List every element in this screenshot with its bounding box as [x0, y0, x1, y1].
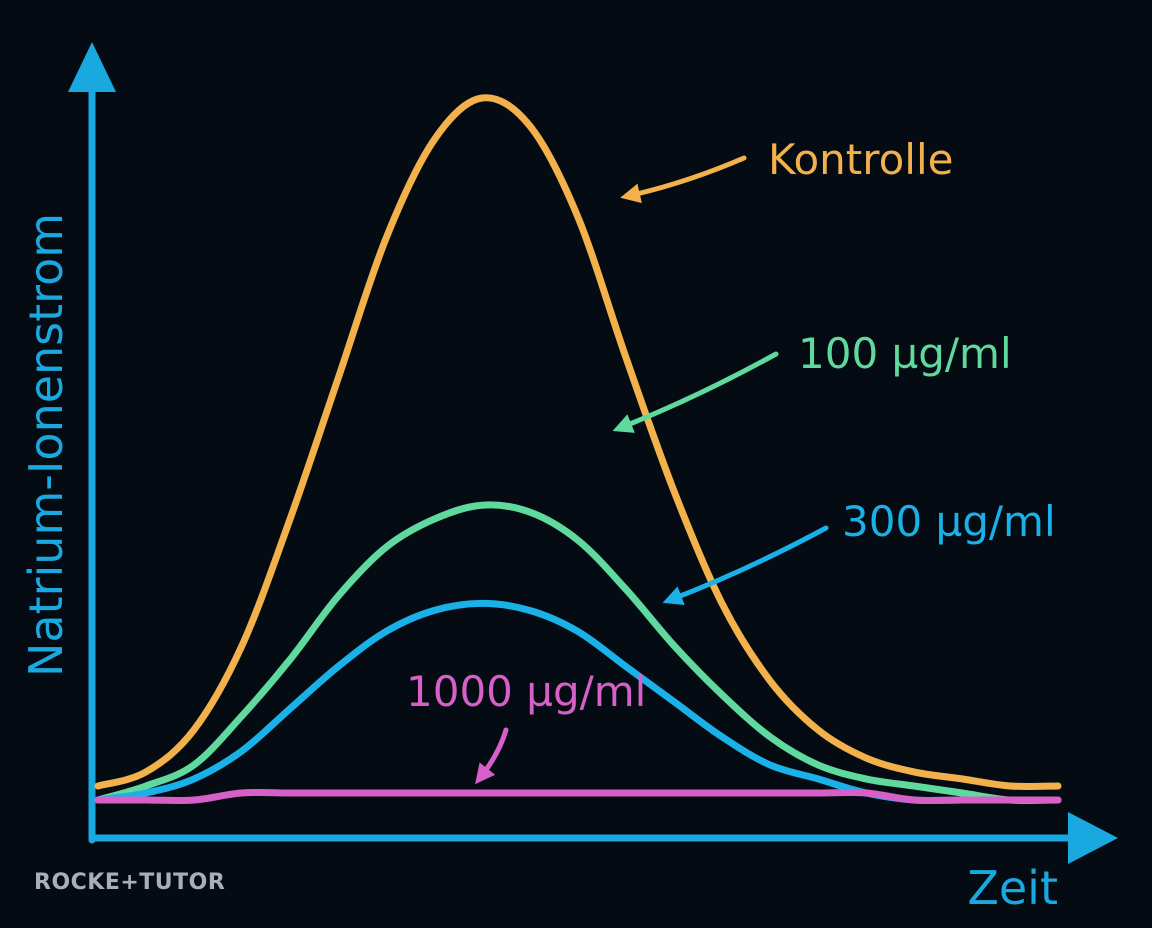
series-line-0: [94, 94, 1062, 790]
x-axis-arrow-icon: [1068, 812, 1118, 864]
x-axis-label: Zeit: [967, 861, 1058, 915]
series-arrow-icon-2: [662, 525, 829, 606]
series-label-0: Kontrolle: [768, 135, 953, 184]
series-labels: Kontrolle 100 µg/ml 300 µg/ml 1000 µg/ml: [406, 135, 1056, 785]
y-axis-label: Natrium-Ionenstrom: [19, 213, 73, 677]
watermark-logo: ROCKE+TUTOR: [34, 870, 226, 895]
series-label-2: 300 µg/ml: [842, 497, 1056, 546]
series-label-3: 1000 µg/ml: [406, 667, 646, 716]
series-arrow-icon-1: [612, 351, 779, 433]
series-arrow-icon-3: [475, 727, 509, 785]
y-axis-arrow-icon: [68, 42, 116, 92]
series-line-1: [94, 501, 1062, 805]
series-line-3: [94, 788, 1062, 805]
series-label-1: 100 µg/ml: [798, 329, 1012, 378]
series-lines: [94, 94, 1062, 805]
series-arrow-icon-0: [620, 155, 747, 204]
axes: [68, 42, 1118, 864]
